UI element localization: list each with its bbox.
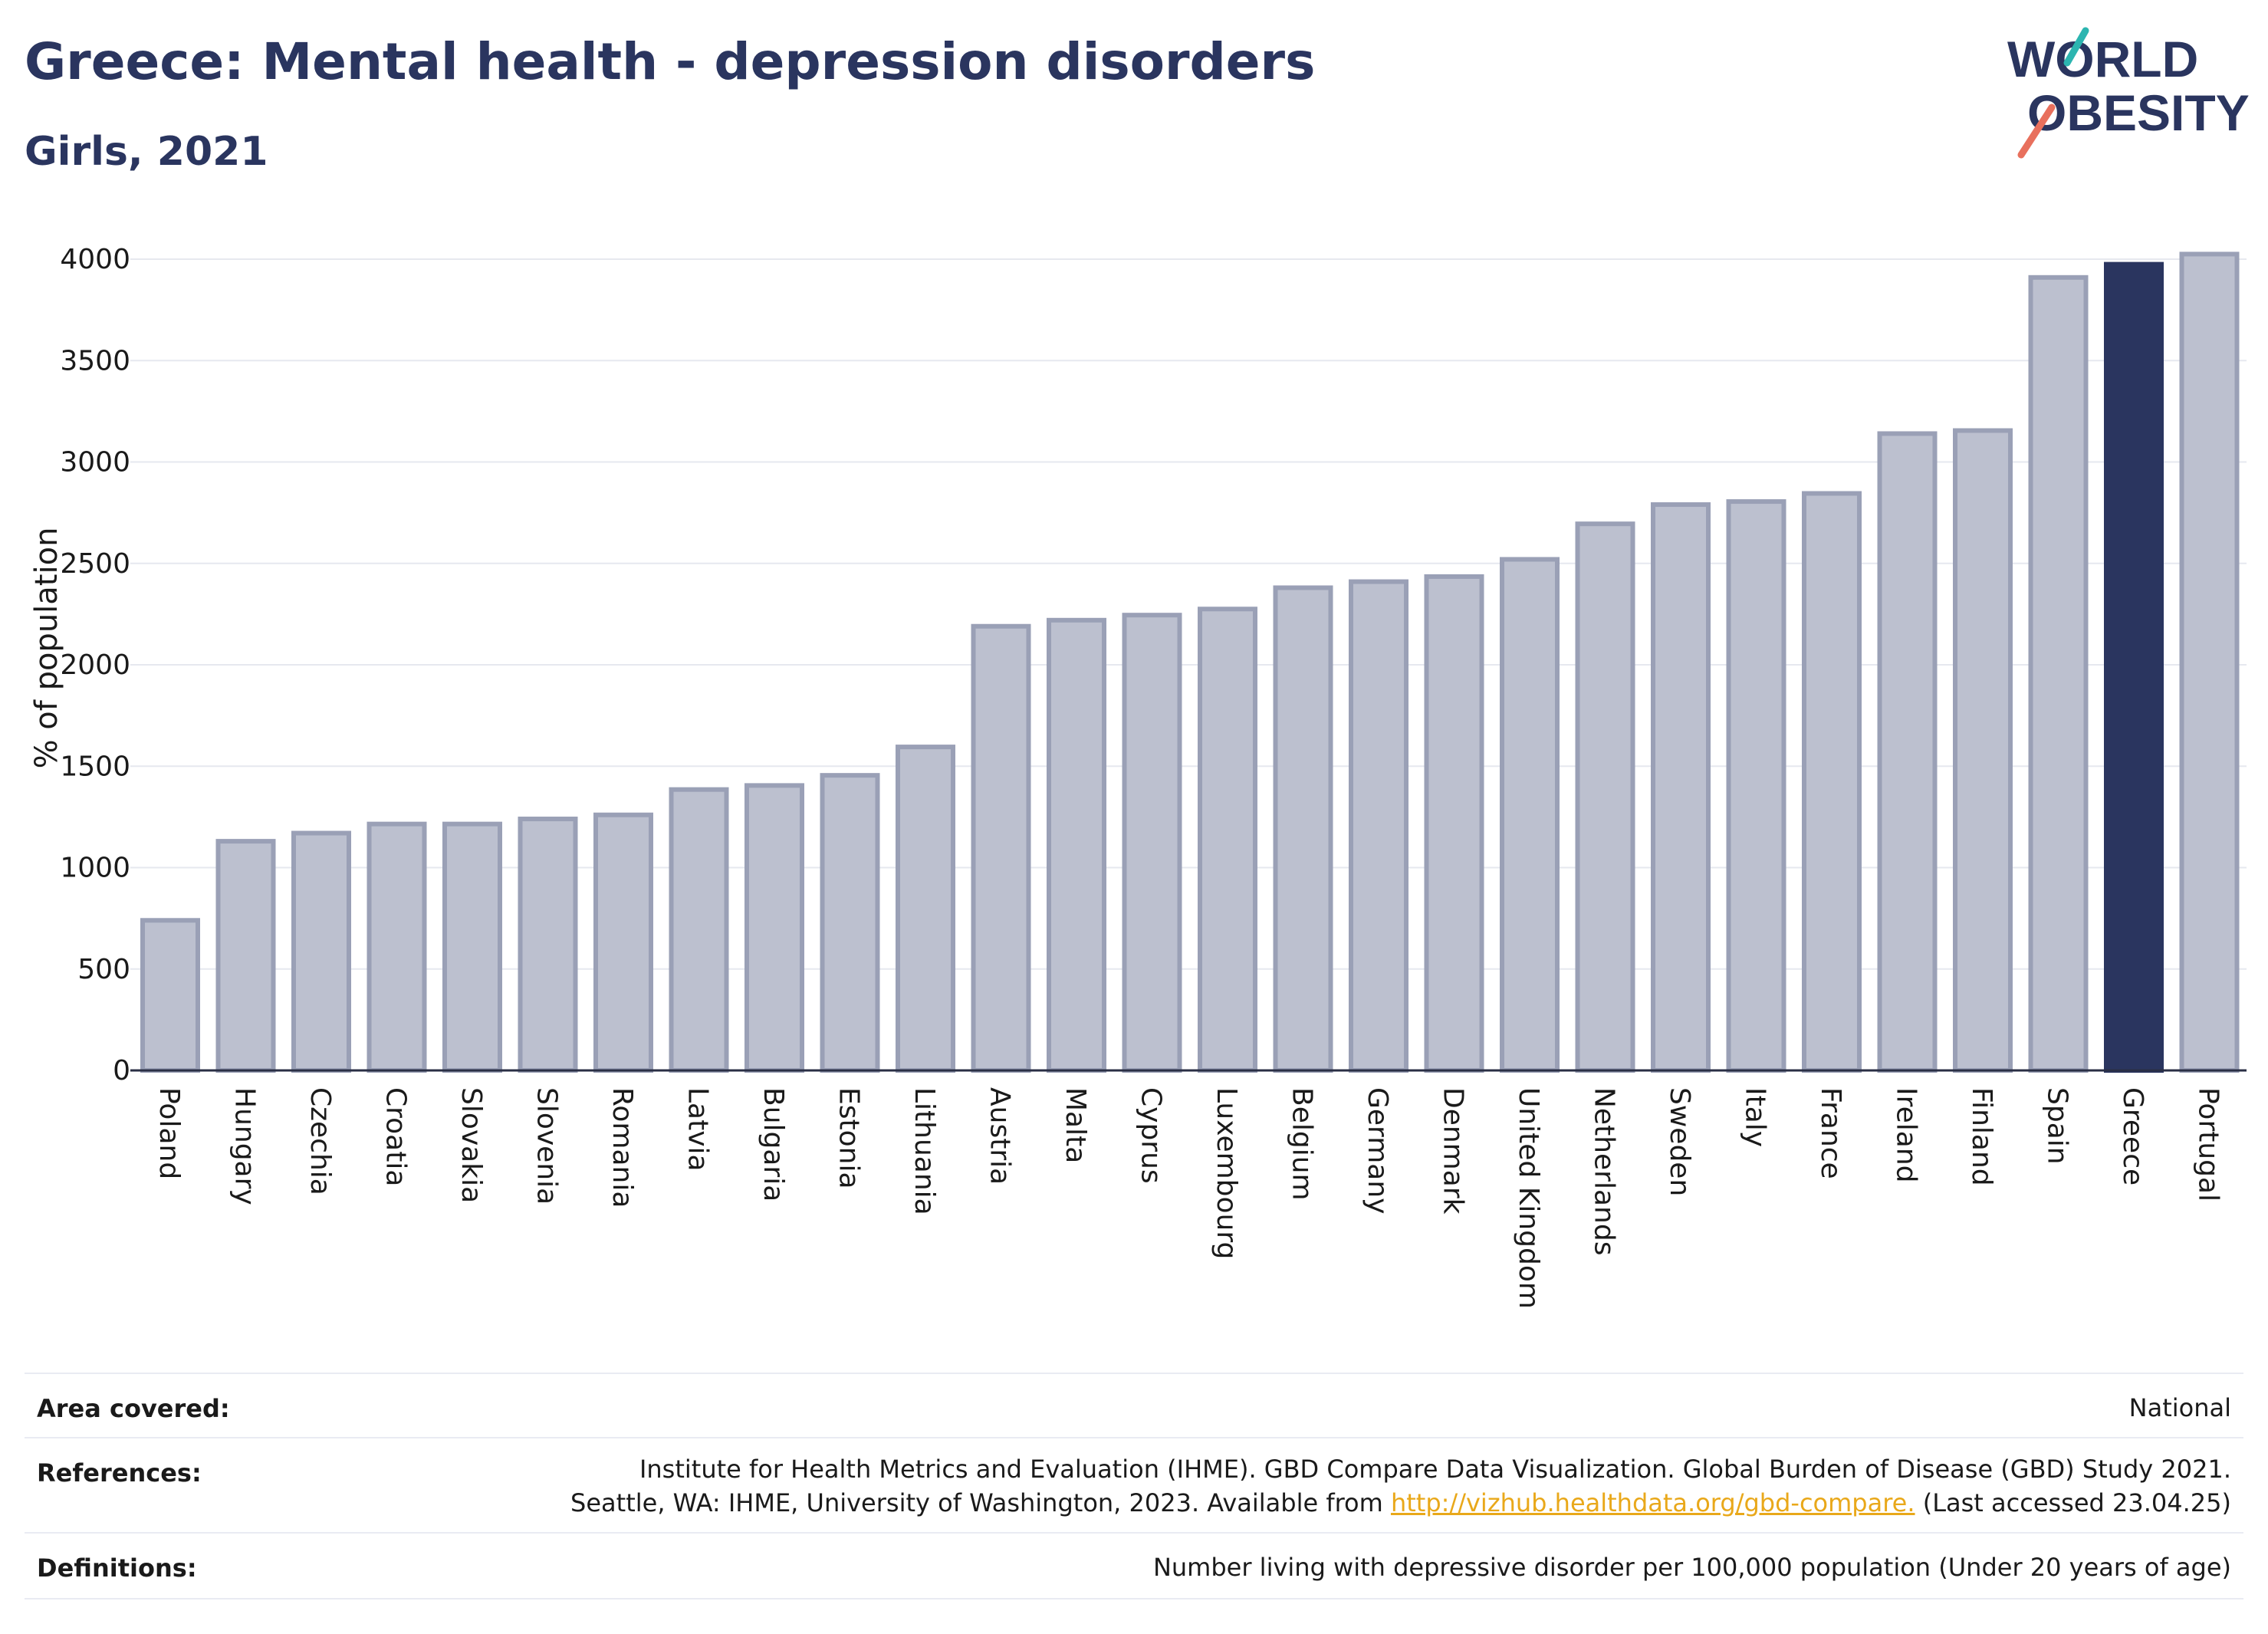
bar-luxembourg (1198, 607, 1257, 1073)
x-tick-label-denmark: Denmark (1438, 1087, 1469, 1215)
references-line-1: Institute for Health Metrics and Evaluat… (639, 1455, 2231, 1484)
bar-slovakia (442, 821, 502, 1073)
info-row-references: References: Institute for Health Metrics… (25, 1437, 2243, 1534)
bar-latvia (669, 787, 729, 1073)
y-tick-label-500: 500 (77, 954, 130, 985)
bar-germany (1349, 579, 1408, 1073)
bar-poland (140, 918, 200, 1073)
world-obesity-logo: WORLD OBESITY (2007, 27, 2250, 159)
bar-lithuania (896, 745, 955, 1073)
y-tick-label-3000: 3000 (60, 447, 130, 478)
x-tick-label-italy: Italy (1740, 1087, 1771, 1147)
x-tick-label-lithuania: Lithuania (909, 1087, 940, 1215)
x-tick-label-ireland: Ireland (1891, 1087, 1922, 1183)
bar-france (1802, 491, 1862, 1073)
y-tick-label-0: 0 (113, 1055, 130, 1087)
x-tick-label-austria: Austria (984, 1087, 1016, 1185)
chart-subtitle: Girls, 2021 (25, 129, 268, 175)
x-tick-label-cyprus: Cyprus (1136, 1087, 1167, 1184)
x-tick-label-spain: Spain (2042, 1087, 2073, 1165)
bar-romania (593, 812, 653, 1073)
x-tick-label-france: France (1815, 1087, 1846, 1179)
y-tick-label-2500: 2500 (60, 548, 130, 580)
chart-title: Greece: Mental health - depression disor… (25, 32, 1316, 91)
bar-spain (2028, 275, 2089, 1073)
bar-malta (1047, 617, 1106, 1073)
references-link[interactable]: http://vizhub.healthdata.org/gbd-compare… (1390, 1488, 1915, 1517)
x-tick-label-bulgaria: Bulgaria (758, 1087, 789, 1202)
bar-netherlands (1575, 521, 1635, 1073)
x-tick-label-slovakia: Slovakia (455, 1087, 487, 1203)
y-tick-label-1000: 1000 (60, 853, 130, 884)
bar-hungary (215, 839, 276, 1073)
logo-slash-teal (2063, 27, 2089, 67)
bar-slovenia (518, 817, 578, 1073)
references-label: References: (37, 1458, 202, 1488)
bar-sweden (1651, 502, 1711, 1073)
definitions-label: Definitions: (37, 1553, 197, 1583)
logo-word-1: WORLD (2007, 31, 2198, 87)
x-tick-label-greece: Greece (2117, 1087, 2148, 1185)
x-tick-label-poland: Poland (153, 1087, 185, 1179)
info-row-definitions: Definitions: Number living with depressi… (25, 1532, 2243, 1599)
info-row-area: Area covered: National (25, 1373, 2243, 1438)
references-value: Institute for Health Metrics and Evaluat… (570, 1452, 2231, 1520)
logo-word-2: OBESITY (2027, 84, 2250, 141)
bar-denmark (1424, 574, 1484, 1073)
bar-ireland (1877, 431, 1938, 1073)
definitions-value: Number living with depressive disorder p… (1152, 1553, 2231, 1582)
x-tick-label-germany: Germany (1362, 1087, 1393, 1214)
x-tick-label-united-kingdom: United Kingdom (1513, 1087, 1544, 1309)
x-tick-label-estonia: Estonia (833, 1087, 865, 1189)
x-tick-label-croatia: Croatia (380, 1087, 412, 1186)
x-tick-label-netherlands: Netherlands (1589, 1087, 1620, 1255)
x-tick-label-malta: Malta (1060, 1087, 1091, 1163)
y-axis-label: % of population (29, 528, 64, 769)
x-tick-label-latvia: Latvia (682, 1087, 714, 1172)
y-tick-label-3500: 3500 (60, 345, 130, 376)
y-tick-label-4000: 4000 (60, 244, 130, 275)
y-tick-label-2000: 2000 (60, 649, 130, 681)
bar-finland (1953, 428, 2013, 1073)
bar-bulgaria (744, 783, 804, 1073)
area-label: Area covered: (37, 1394, 230, 1423)
bar-italy (1726, 499, 1786, 1073)
x-tick-label-sweden: Sweden (1664, 1087, 1695, 1196)
bar-belgium (1273, 585, 1333, 1073)
references-line-2-prefix: Seattle, WA: IHME, University of Washing… (570, 1488, 1391, 1517)
references-line-2-suffix: (Last accessed 23.04.25) (1915, 1488, 2231, 1517)
x-tick-label-hungary: Hungary (229, 1087, 261, 1205)
y-tick-label-1500: 1500 (60, 751, 130, 782)
x-tick-label-portugal: Portugal (2193, 1087, 2224, 1202)
bar-portugal (2179, 252, 2240, 1073)
x-tick-label-finland: Finland (1966, 1087, 1997, 1186)
x-tick-label-slovenia: Slovenia (531, 1087, 563, 1205)
area-value: National (2128, 1393, 2231, 1422)
bar-chart: 0 500 1000 1500 2000 2500 3000 3500 4000 % of pop… (29, 244, 2247, 1309)
bar-estonia (820, 773, 880, 1073)
references-line-2: Seattle, WA: IHME, University of Washing… (570, 1486, 2231, 1520)
bar-cyprus (1122, 613, 1182, 1073)
bar-croatia (366, 821, 427, 1073)
x-tick-label-luxembourg: Luxembourg (1211, 1087, 1242, 1259)
bar-czechia (291, 830, 351, 1073)
bar-austria (971, 623, 1031, 1073)
bar-greece (2104, 261, 2164, 1073)
logo-slash-red (2017, 104, 2056, 159)
bar-united-kingdom (1500, 557, 1560, 1073)
x-tick-label-romania: Romania (606, 1087, 638, 1208)
x-tick-label-czechia: Czechia (304, 1087, 336, 1195)
x-tick-label-belgium: Belgium (1287, 1087, 1318, 1201)
